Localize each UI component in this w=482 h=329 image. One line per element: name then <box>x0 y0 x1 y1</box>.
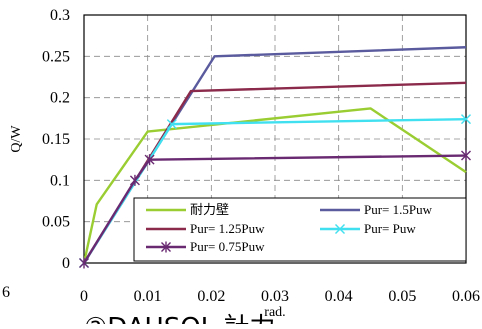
legend-item: 耐力壁 <box>146 202 229 217</box>
data-point-marker <box>461 114 471 125</box>
data-point-marker <box>79 257 89 269</box>
legend-item: Pur= 1.25Puw <box>146 221 265 236</box>
x-tick-label: 0.05 <box>388 288 416 305</box>
series-line-5 <box>82 154 467 264</box>
y-tick-label: 0.15 <box>42 131 70 148</box>
y-tick-label: 0.05 <box>42 214 70 231</box>
legend-label: Pur= 1.5Puw <box>364 202 433 217</box>
x-tick-label: 0 <box>80 288 88 305</box>
legend-item: Pur= Puw <box>320 221 416 236</box>
x-axis-title: rad. <box>264 305 285 320</box>
x-tick-label: 0.01 <box>134 288 162 305</box>
legend-label: Pur= Puw <box>364 221 416 236</box>
legend-label: 耐力壁 <box>190 202 229 217</box>
series-line-1 <box>82 107 467 264</box>
x-tick-labels: 0 0.01 0.02 0.03 0.04 0.05 0.06 <box>80 288 480 305</box>
x-tick-label: 0.02 <box>197 288 225 305</box>
data-point-marker-stroke <box>166 119 177 130</box>
x-tick-label: 0.03 <box>261 288 289 305</box>
y-tick-label: 0.3 <box>50 7 70 24</box>
legend-marker <box>335 224 345 234</box>
y-tick-labels: 0 0.05 0.1 0.15 0.2 0.25 0.3 <box>42 7 70 272</box>
data-point-marker <box>461 150 471 162</box>
y-tick-label: 0.1 <box>50 172 70 189</box>
stray-label: 6 <box>2 284 10 301</box>
data-point-marker <box>144 154 155 166</box>
x-tick-label: 0.04 <box>325 288 353 305</box>
data-point-marker <box>166 119 177 130</box>
y-tick-label: 0 <box>62 255 70 272</box>
legend-marker <box>161 241 171 253</box>
plot-area-frame <box>83 14 467 264</box>
x-tick-label: 0.06 <box>452 288 480 305</box>
data-point-marker <box>129 174 140 186</box>
series-lines <box>79 46 471 269</box>
y-axis-title: Q/W <box>9 125 24 153</box>
y-tick-label: 0.25 <box>42 48 70 65</box>
caption-fragment: ②DAUSOL 計力 <box>84 313 275 324</box>
y-tick-label: 0.2 <box>50 90 70 107</box>
legend-box <box>133 197 467 262</box>
legend-label: Pur= 1.25Puw <box>190 221 265 236</box>
legend-label: Pur= 0.75Puw <box>190 239 265 254</box>
legend: 耐力壁 Pur= 1.5Puw Pur= 1.25Puw Pur= Puw Pur= 0… <box>133 197 467 262</box>
data-point-marker-stroke <box>461 114 471 125</box>
legend-marker-stroke <box>335 224 345 234</box>
legend-item: Pur= 1.5Puw <box>320 202 433 217</box>
grid <box>84 15 466 263</box>
legend-item: Pur= 0.75Puw <box>146 239 265 254</box>
